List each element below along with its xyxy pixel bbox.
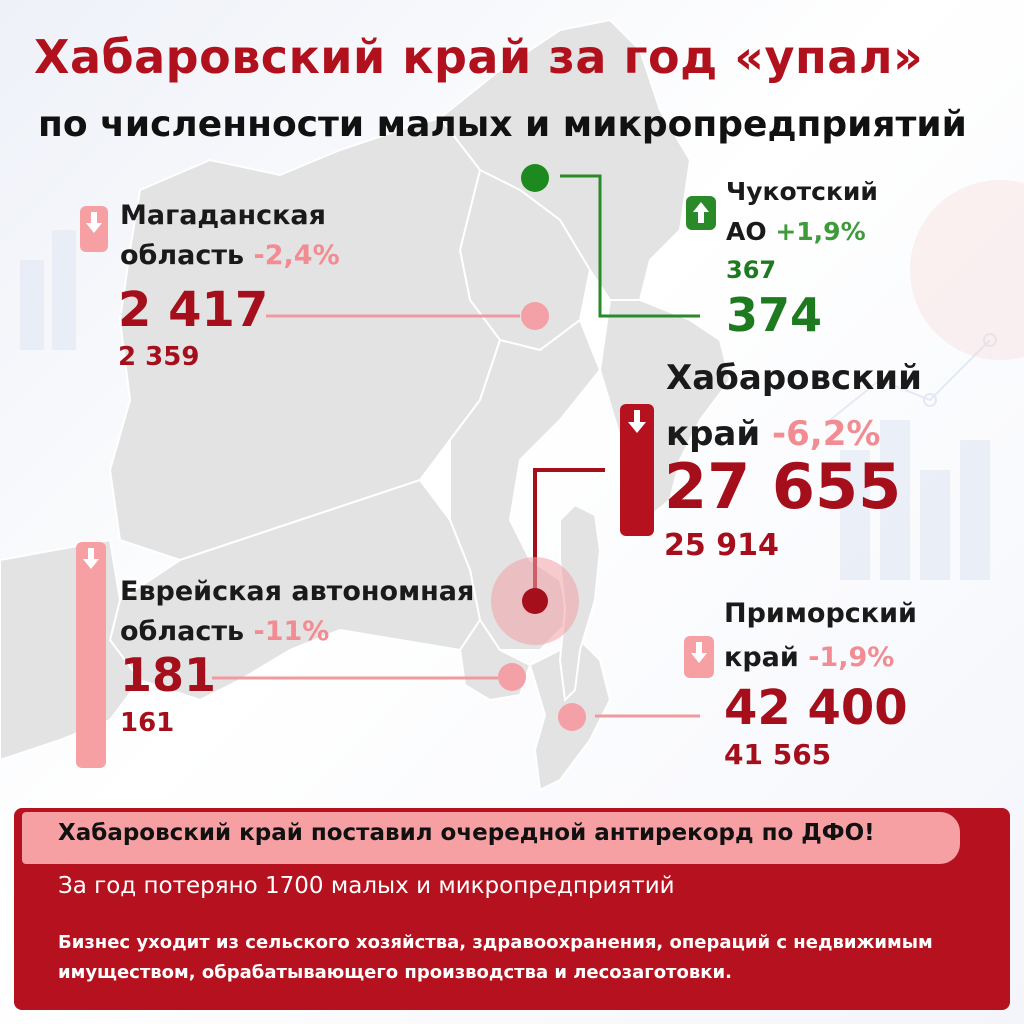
- jewish-ao-value-now: 181: [120, 648, 217, 702]
- marker-chukotka: [521, 164, 549, 192]
- page-subtitle: по численности малых и микропредприятий: [38, 104, 967, 145]
- arrow-down-icon: [86, 212, 102, 233]
- map-yakutia: [108, 116, 502, 562]
- arrow-down-icon: [628, 410, 646, 433]
- connector-chukotka: [560, 174, 700, 318]
- primorye-trend-badge: [684, 636, 714, 678]
- summary-details: Бизнес уходит из сельского хозяйства, зд…: [58, 932, 933, 983]
- chukotka-name: Чукотский АО +1,9%: [726, 177, 878, 246]
- arrow-up-icon: [693, 202, 709, 223]
- marker-primorye: [558, 703, 586, 731]
- magadan-value-prev: 2 359: [118, 342, 200, 372]
- chukotka-change: +1,9%: [775, 217, 866, 246]
- jewish-ao-value-prev: 161: [120, 708, 175, 738]
- jewish-ao-name: Еврейская автономная область -11%: [120, 576, 475, 647]
- marker-khabarovsk: [522, 588, 548, 614]
- khabarovsk-trend-badge: [620, 404, 654, 536]
- magadan-value-now: 2 417: [118, 282, 269, 338]
- summary-loss: За год потеряно 1700 малых и микропредпр…: [58, 873, 675, 899]
- connector-khabarovsk: [533, 468, 605, 600]
- chukotka-value-prev: 367: [726, 256, 777, 284]
- primorye-value-now: 42 400: [724, 680, 908, 736]
- marker-jewish-ao: [498, 663, 526, 691]
- chukotka-value-now: 374: [726, 288, 823, 342]
- arrow-down-icon: [691, 642, 707, 663]
- magadan-trend-badge: [80, 206, 108, 252]
- arrow-down-icon: [83, 548, 99, 569]
- magadan-change: -2,4%: [253, 240, 340, 271]
- marker-magadan: [521, 302, 549, 330]
- magadan-name: Магаданская область -2,4%: [120, 200, 340, 271]
- khabarovsk-value-prev: 25 914: [664, 528, 779, 563]
- jewish-ao-trend-badge: [76, 542, 106, 768]
- khabarovsk-change: -6,2%: [772, 414, 881, 454]
- summary-headline-bar: [22, 812, 960, 864]
- jewish-ao-change: -11%: [253, 616, 330, 647]
- chukotka-trend-badge: [686, 196, 716, 230]
- khabarovsk-name: Хабаровский край -6,2%: [666, 358, 922, 454]
- khabarovsk-value-now: 27 655: [664, 450, 902, 523]
- page-title: Хабаровский край за год «упал»: [34, 30, 924, 84]
- primorye-name: Приморский край -1,9%: [724, 598, 917, 673]
- primorye-value-prev: 41 565: [724, 738, 832, 771]
- primorye-change: -1,9%: [808, 642, 895, 673]
- summary-headline: Хабаровский край поставил очередной анти…: [58, 820, 875, 846]
